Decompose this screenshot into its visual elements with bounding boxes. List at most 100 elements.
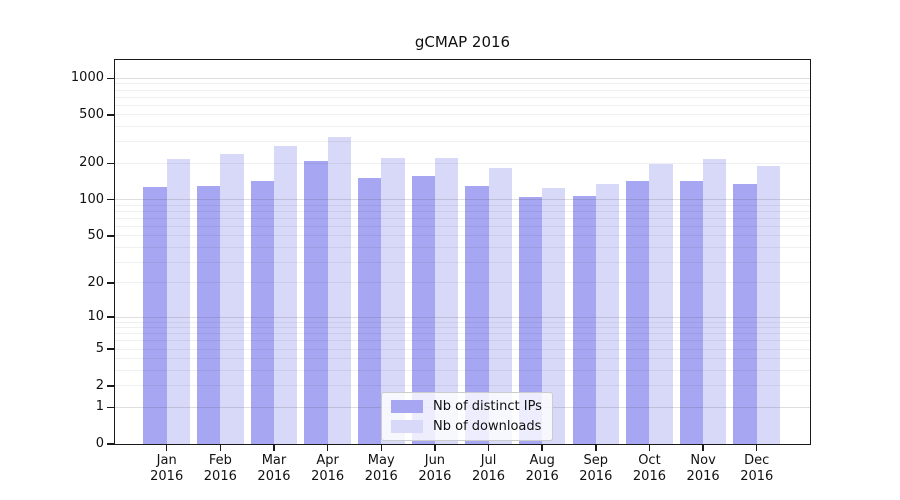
x-tick — [702, 445, 704, 451]
bar-ips-aug — [518, 196, 543, 444]
x-tick-year: 2016 — [525, 469, 559, 484]
y-tick-label: 2 — [95, 377, 104, 393]
x-tick-label: Jan 2016 — [137, 453, 197, 485]
y-tick-label: 500 — [79, 106, 104, 122]
bar-ips-nov — [679, 180, 704, 444]
gridline-minor — [115, 126, 810, 128]
y-tick — [107, 348, 114, 350]
x-tick-year: 2016 — [686, 469, 720, 484]
y-tick — [107, 235, 114, 237]
x-tick-year: 2016 — [579, 469, 613, 484]
x-tick-year: 2016 — [740, 469, 774, 484]
y-tick — [107, 282, 114, 284]
x-tick-year: 2016 — [203, 469, 237, 484]
y-tick — [107, 443, 114, 445]
x-tick-label: Mar 2016 — [244, 453, 304, 485]
gridline-minor — [115, 104, 810, 106]
y-tick — [107, 406, 114, 408]
x-tick — [756, 445, 758, 451]
bar-downloads-oct — [649, 164, 673, 444]
x-tick — [326, 445, 329, 451]
legend-label-ips: Nb of distinct IPs — [433, 399, 542, 414]
x-tick — [273, 445, 275, 451]
y-tick — [107, 316, 114, 318]
x-tick-year: 2016 — [632, 469, 666, 484]
bar-downloads-aug — [542, 187, 566, 444]
y-tick — [107, 198, 114, 201]
x-tick-month: Oct — [638, 453, 661, 468]
x-tick — [219, 445, 222, 451]
x-tick-month: Jul — [480, 453, 497, 468]
x-tick-year: 2016 — [418, 469, 452, 484]
x-tick-month: Sep — [583, 453, 609, 468]
y-tick — [107, 385, 114, 387]
x-tick-month: Mar — [261, 453, 287, 468]
x-tick-year: 2016 — [471, 469, 506, 484]
bar-ips-may — [357, 178, 382, 444]
bar-ips-jan — [143, 186, 167, 444]
y-tick-label: 5 — [95, 341, 104, 357]
x-tick-month: Dec — [744, 453, 770, 468]
bar-ips-apr — [304, 160, 328, 444]
bar-ips-mar — [250, 180, 274, 444]
x-tick — [166, 445, 168, 451]
x-tick-month: May — [367, 453, 395, 468]
x-tick-year: 2016 — [311, 469, 345, 484]
x-tick-month: Aug — [529, 453, 555, 468]
x-tick-label: Apr 2016 — [298, 453, 358, 485]
y-tick — [107, 77, 114, 79]
bar-downloads-jul — [488, 167, 512, 444]
bar-ips-oct — [626, 181, 650, 444]
bar-downloads-jun — [434, 157, 459, 444]
bar-ips-jun — [411, 176, 435, 444]
gridline-major — [115, 77, 810, 79]
y-tick-label: 1000 — [70, 70, 104, 86]
gridline-minor — [115, 83, 810, 85]
legend-item-ips: Nb of distinct IPs — [391, 399, 542, 414]
x-tick-month: Apr — [316, 453, 339, 468]
bar-ips-jul — [465, 185, 489, 444]
x-tick-label: Aug 2016 — [512, 453, 572, 485]
legend-label-downloads: Nb of downloads — [433, 419, 542, 434]
x-tick-year: 2016 — [364, 469, 398, 484]
bar-ips-sep — [572, 196, 596, 444]
y-tick-label: 50 — [87, 227, 104, 243]
x-tick-label: May 2016 — [351, 453, 411, 485]
y-tick-label: 20 — [87, 274, 104, 290]
x-tick-label: Jun 2016 — [405, 453, 465, 485]
x-tick-month: Nov — [690, 453, 716, 468]
bar-downloads-nov — [703, 158, 727, 444]
y-tick — [107, 162, 114, 164]
bar-ips-dec — [733, 183, 757, 444]
x-tick-month: Jun — [424, 453, 446, 468]
bar-ips-feb — [197, 185, 221, 444]
x-tick-label: Feb 2016 — [190, 453, 250, 485]
gridline-minor — [115, 96, 810, 98]
legend-swatch-downloads — [391, 420, 423, 433]
y-tick-label: 200 — [79, 155, 104, 171]
bar-downloads-apr — [327, 136, 351, 444]
x-tick-label: Nov 2016 — [673, 453, 733, 485]
bar-downloads-dec — [756, 165, 781, 444]
bar-downloads-mar — [273, 146, 298, 444]
y-tick-label: 10 — [87, 309, 104, 325]
x-tick-month: Jan — [156, 453, 177, 468]
gridline-minor — [115, 141, 810, 143]
x-tick — [434, 445, 436, 451]
bar-downloads-feb — [220, 154, 244, 444]
x-tick — [595, 445, 597, 451]
x-tick — [541, 445, 543, 451]
x-tick-year: 2016 — [257, 469, 291, 484]
x-tick — [648, 445, 651, 451]
x-tick-label: Oct 2016 — [619, 453, 679, 485]
x-tick — [487, 445, 490, 451]
y-tick — [107, 114, 114, 116]
bar-downloads-jan — [166, 158, 190, 444]
plot-area — [114, 59, 811, 445]
x-tick-month: Feb — [208, 453, 232, 468]
bar-downloads-may — [381, 158, 405, 444]
bar-downloads-sep — [595, 184, 620, 444]
x-tick-year: 2016 — [150, 469, 184, 484]
legend-item-downloads: Nb of downloads — [391, 419, 542, 434]
x-tick-label: Sep 2016 — [566, 453, 626, 485]
